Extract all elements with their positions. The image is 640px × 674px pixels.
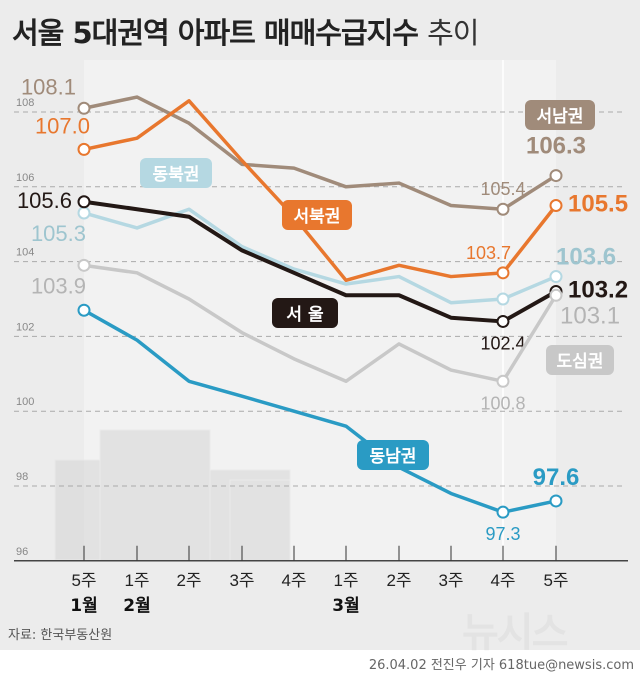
series-tag-label: 도심권: [557, 352, 604, 372]
series-line: [83, 207, 557, 305]
series-tag: [546, 345, 614, 375]
x-tick-label: 3주: [229, 571, 254, 590]
line-chart: 96 98 100 102 104 106 108 5주 1주 2주 3주 4주 1주 2주 3주 4주 5주 1…: [14, 60, 628, 616]
x-tick-label: 5주: [71, 571, 96, 590]
series-tag: [357, 440, 429, 470]
series-동남권: 97.3 97.6 동남권: [77, 303, 580, 544]
data-point: [77, 206, 91, 220]
data-label: 105.3: [31, 221, 86, 246]
x-tick-label: 1주: [124, 571, 149, 590]
series-tag-label: 동북권: [153, 165, 200, 185]
data-point: [496, 505, 510, 519]
data-label: 105.5: [568, 191, 628, 218]
data-point: [549, 270, 563, 284]
x-tick-label: 3주: [438, 571, 463, 590]
x-tick-label: 4주: [281, 571, 306, 590]
data-point: [549, 169, 563, 183]
series-tag: [525, 100, 595, 130]
series-tag: [272, 298, 338, 328]
month-label: 3월: [332, 596, 359, 616]
data-label: 97.6: [533, 464, 580, 491]
data-point: [77, 195, 91, 209]
month-label: 1월: [70, 596, 97, 616]
data-label: 108.1: [21, 74, 76, 99]
data-label: 103.7: [466, 243, 511, 263]
credit-line: 26.04.02 전진우 기자 618tue@newsis.com: [368, 658, 634, 673]
data-point: [496, 266, 510, 280]
source-note: 자료: 한국부동산원: [8, 628, 113, 643]
series-line: [83, 95, 557, 211]
y-tick-label: 108: [16, 97, 34, 109]
series-line: [83, 308, 557, 514]
x-tick-label: 1주: [333, 571, 358, 590]
data-label: 103.6: [556, 244, 616, 271]
series-tag-label: 서남권: [537, 107, 584, 127]
month-label: 2월: [123, 596, 150, 616]
data-label: 103.1: [560, 302, 620, 329]
data-point: [496, 292, 510, 306]
title-main: 서울 5대권역 아파트 매매수급지수: [12, 16, 419, 50]
data-point: [77, 101, 91, 115]
series-line: [83, 199, 557, 324]
series-도심권: 103.9 100.8 103.1 도심권: [31, 258, 620, 413]
series-서북권: 107.0 103.7 105.5 서북권: [35, 99, 628, 283]
building: [54, 459, 106, 561]
series-동북권: 105.3 103.6 동북권: [31, 158, 616, 306]
building: [229, 479, 291, 562]
data-label: 106.3: [526, 133, 586, 160]
series-line: [83, 263, 558, 384]
series-tag-label: 동남권: [370, 447, 417, 467]
x-tick-label: 2주: [176, 571, 201, 590]
data-point: [549, 494, 563, 508]
series-tag-label: 서 울: [286, 305, 324, 325]
x-tick-label: 5주: [543, 571, 568, 590]
data-point: [77, 303, 91, 317]
series-tag: [140, 158, 212, 188]
data-point: [496, 314, 510, 328]
data-label: 100.8: [480, 393, 525, 413]
data-point: [77, 142, 91, 156]
data-label: 97.3: [485, 524, 520, 544]
title-suffix: 추이: [427, 16, 479, 50]
data-label: 105.4: [480, 179, 525, 199]
y-tick-label: 98: [16, 471, 28, 483]
y-tick-label: 96: [16, 546, 28, 558]
data-point: [496, 202, 510, 216]
data-point: [549, 288, 563, 302]
y-tick-label: 102: [16, 321, 34, 333]
x-tick-label: 2주: [386, 571, 411, 590]
series-line: [83, 99, 558, 283]
data-label: 105.6: [17, 188, 72, 213]
building-illustration: [54, 429, 291, 562]
data-label: 102.4: [480, 333, 525, 353]
x-tick-label: 4주: [490, 571, 515, 590]
series-tag: [282, 200, 352, 230]
y-tick-label: 100: [16, 396, 34, 408]
building: [99, 429, 211, 562]
data-point: [496, 374, 510, 388]
data-point: [77, 258, 91, 272]
data-label: 103.2: [568, 277, 628, 304]
series-tag-label: 서북권: [294, 207, 341, 227]
data-label: 103.9: [31, 273, 86, 298]
data-label: 107.0: [35, 113, 90, 138]
newsis-logo: 뉴시스: [462, 610, 568, 656]
data-point: [549, 199, 563, 212]
page-title: 서울 5대권역 아파트 매매수급지수 추이: [12, 10, 479, 52]
y-tick-label: 104: [16, 247, 34, 259]
y-tick-label: 106: [16, 172, 34, 184]
